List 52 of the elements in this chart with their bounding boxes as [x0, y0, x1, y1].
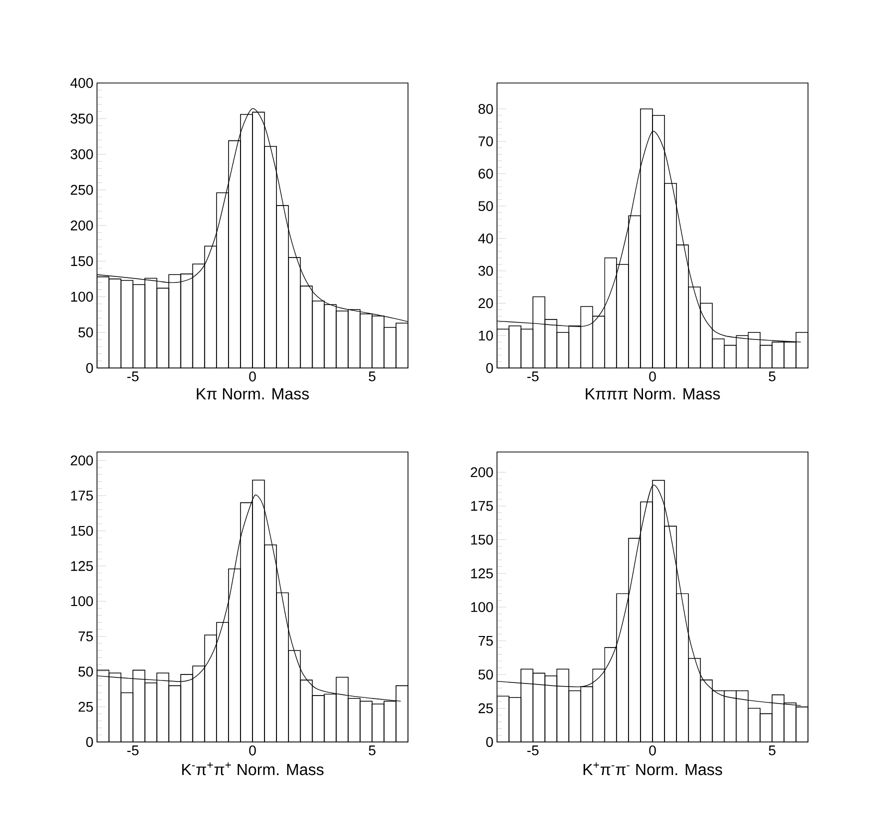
- y-tick-label: 0: [486, 737, 493, 747]
- y-tick-label: 400: [70, 78, 93, 88]
- x-axis-title: Kπ Norm. Mass: [196, 388, 309, 400]
- y-tick-label: 0: [86, 363, 93, 373]
- y-tick-label: 200: [70, 455, 93, 466]
- y-tick-label: 175: [71, 490, 93, 501]
- y-tick-label: 50: [478, 670, 493, 680]
- y-tick-label: 100: [471, 602, 493, 612]
- x-tick-label: -5: [127, 746, 139, 756]
- x-tick-label: 0: [649, 746, 656, 756]
- y-tick-label: 40: [478, 233, 493, 244]
- y-tick-label: 80: [478, 104, 493, 114]
- y-tick-label: 150: [71, 256, 93, 266]
- y-tick-label: 200: [470, 467, 493, 478]
- x-tick-label: 5: [768, 746, 776, 756]
- x-axis-title: K$^{+}$π$^{-}$π$^{-}$ Norm. Mass: [584, 762, 722, 776]
- y-tick-label: 175: [471, 501, 493, 511]
- x-tick-label: 5: [768, 372, 776, 382]
- y-tick-label: 125: [471, 568, 493, 578]
- y-tick-label: 50: [78, 666, 93, 677]
- x-tick-label: 5: [368, 746, 376, 756]
- y-tick-label: 100: [71, 596, 93, 606]
- y-tick-label: 250: [70, 184, 93, 195]
- x-tick-label: 5: [368, 372, 376, 382]
- x-tick-label: 0: [649, 372, 656, 382]
- x-axis-title: K$^{-}$π$^{+}$π$^{+}$ Norm. Mass: [182, 762, 324, 776]
- y-tick-label: 0: [86, 737, 93, 747]
- x-tick-label: -5: [527, 372, 539, 382]
- x-tick-label: -5: [127, 372, 139, 382]
- y-tick-label: 0: [486, 363, 493, 373]
- y-tick-label: 75: [78, 632, 93, 642]
- x-tick-label: 0: [249, 372, 256, 382]
- x-tick-label: -5: [527, 746, 539, 756]
- y-tick-label: 10: [478, 330, 493, 341]
- y-tick-label: 150: [71, 526, 93, 536]
- y-tick-label: 70: [478, 136, 493, 146]
- y-tick-label: 300: [70, 149, 93, 160]
- y-tick-label: 150: [471, 534, 493, 545]
- y-tick-label: 50: [478, 201, 493, 212]
- y-tick-label: 75: [478, 636, 493, 646]
- y-tick-label: 20: [478, 298, 493, 308]
- y-tick-label: 100: [71, 292, 93, 302]
- y-tick-label: 125: [71, 561, 93, 571]
- x-tick-label: 0: [249, 746, 256, 756]
- y-tick-label: 350: [70, 114, 93, 124]
- y-tick-label: 25: [78, 702, 93, 712]
- y-tick-label: 200: [70, 220, 93, 230]
- y-tick-label: 25: [478, 703, 493, 714]
- x-axis-title: Kπππ Norm. Mass: [586, 388, 720, 400]
- y-tick-label: 30: [478, 266, 493, 276]
- y-tick-label: 60: [478, 168, 493, 179]
- y-tick-label: 50: [78, 327, 93, 338]
